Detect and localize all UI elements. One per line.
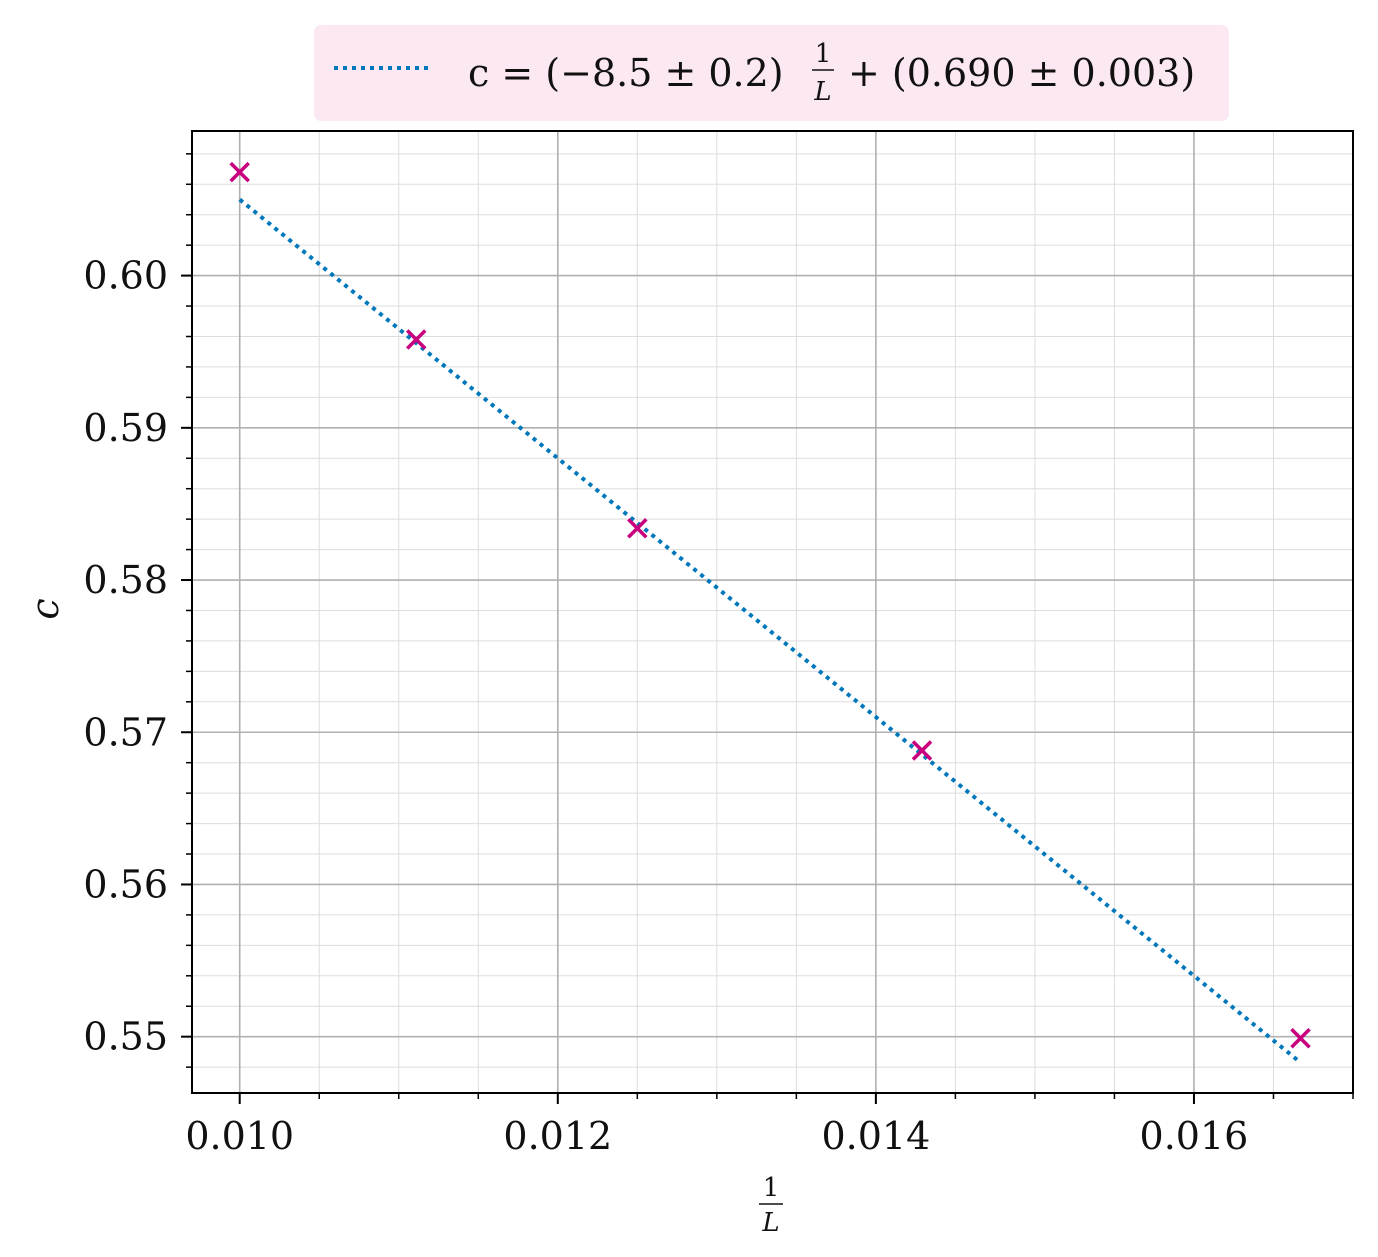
marker-stroke <box>627 518 648 539</box>
data-point-marker <box>406 329 427 350</box>
data-points <box>229 161 1311 1049</box>
x-axis-label-denominator: L <box>761 1208 779 1238</box>
x-tick-label: 0.016 <box>1140 1114 1249 1158</box>
x-tick-label: 0.010 <box>185 1114 294 1158</box>
y-tick-label: 0.56 <box>83 862 168 906</box>
data-point-marker <box>229 161 250 183</box>
x-axis-label-numerator: 1 <box>763 1173 780 1203</box>
y-tick-label: 0.59 <box>83 406 168 450</box>
legend-box <box>314 25 1229 121</box>
major-grid <box>192 131 1353 1093</box>
axis-ticks <box>181 153 1354 1104</box>
y-axis-label: c <box>23 598 67 619</box>
plot-frame <box>191 130 1354 1094</box>
legend: c = (−8.5 ± 0.2) 1 L + (0.690 ± 0.003) <box>314 25 1229 121</box>
data-point-marker <box>1290 1027 1311 1049</box>
x-axis-label: 1 L <box>759 1173 783 1238</box>
marker-stroke <box>911 740 933 761</box>
marker-stroke <box>1290 1027 1311 1049</box>
x-tick-label: 0.014 <box>821 1114 930 1158</box>
marker-stroke <box>229 161 250 183</box>
legend-fraction-denominator: L <box>813 77 831 107</box>
y-tick-label: 0.55 <box>83 1015 168 1059</box>
y-tick-label: 0.60 <box>83 254 168 298</box>
x-tick-label: 0.012 <box>503 1114 612 1158</box>
fit-line <box>238 197 1302 1065</box>
data-point-marker <box>911 740 933 761</box>
legend-label-suffix: + (0.690 ± 0.003) <box>848 51 1195 95</box>
y-tick-label: 0.58 <box>83 558 168 602</box>
x-tick-labels: 0.010 0.012 0.014 0.016 <box>185 1114 1248 1158</box>
data-point-marker <box>627 518 648 539</box>
y-tick-label: 0.57 <box>83 710 168 754</box>
fit-line-layer <box>238 197 1302 1065</box>
marker-stroke <box>406 329 427 350</box>
y-tick-labels: 0.55 0.56 0.57 0.58 0.59 0.60 <box>83 254 168 1059</box>
legend-label-prefix: c = (−8.5 ± 0.2) <box>468 51 784 95</box>
legend-fraction-numerator: 1 <box>815 39 832 69</box>
